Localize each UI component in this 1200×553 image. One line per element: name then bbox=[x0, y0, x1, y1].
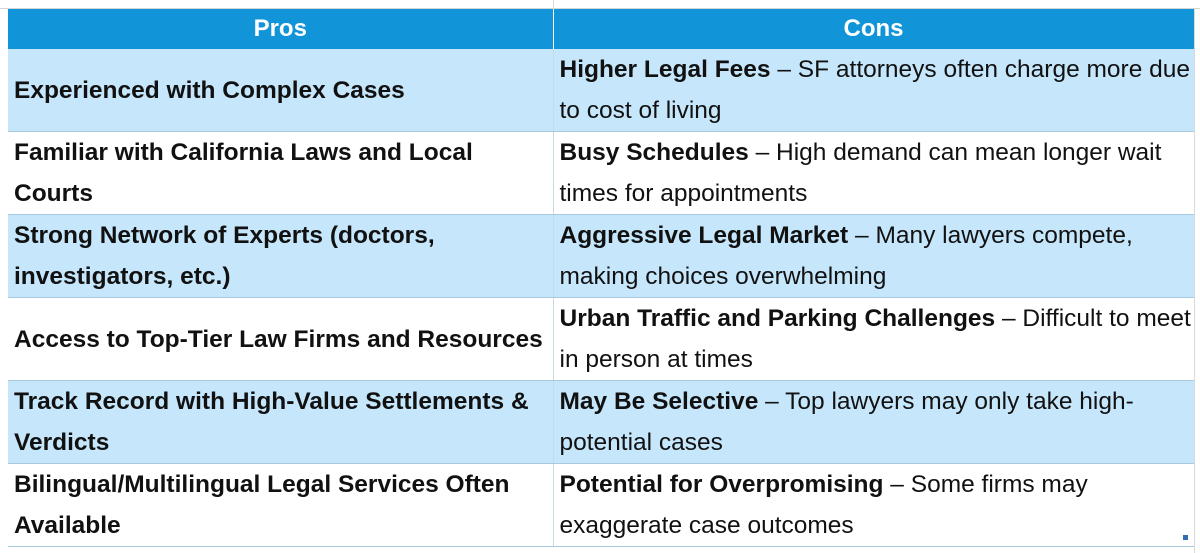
con-title: Higher Legal Fees bbox=[559, 56, 771, 83]
con-description: High demand can mean longer wait times f… bbox=[559, 139, 1162, 207]
pros-header[interactable]: Pros bbox=[8, 9, 554, 49]
header-row: Pros Cons bbox=[8, 9, 1195, 49]
con-separator: – bbox=[848, 222, 876, 249]
pro-cell[interactable]: Strong Network of Experts (doctors, inve… bbox=[8, 214, 554, 298]
con-title: Busy Schedules bbox=[559, 139, 749, 166]
con-separator: – bbox=[758, 388, 786, 415]
con-cell[interactable]: Potential for Overpromising – Some firms… bbox=[553, 463, 1195, 547]
con-description: Some firms may exaggerate case outcomes bbox=[559, 471, 1088, 539]
table-resize-handle[interactable] bbox=[1183, 535, 1188, 540]
pro-cell[interactable]: Familiar with California Laws and Local … bbox=[8, 131, 554, 215]
con-separator: – bbox=[748, 139, 777, 166]
pro-cell[interactable]: Access to Top-Tier Law Firms and Resourc… bbox=[8, 297, 554, 381]
gridline-separator bbox=[553, 0, 554, 8]
table-row: Experienced with Complex Cases Higher Le… bbox=[8, 49, 1195, 132]
table-row: Access to Top-Tier Law Firms and Resourc… bbox=[8, 297, 1195, 381]
con-title: Urban Traffic and Parking Challenges bbox=[559, 305, 996, 332]
column-gridline-row bbox=[0, 0, 1200, 9]
con-title: May Be Selective bbox=[559, 388, 759, 415]
con-cell[interactable]: Higher Legal Fees – SF attorneys often c… bbox=[553, 49, 1195, 132]
cons-header[interactable]: Cons bbox=[553, 9, 1195, 49]
pro-cell[interactable]: Experienced with Complex Cases bbox=[8, 49, 554, 132]
con-description: Top lawyers may only take high-potential… bbox=[559, 388, 1134, 456]
con-separator: – bbox=[770, 56, 798, 83]
con-cell[interactable]: Busy Schedules – High demand can mean lo… bbox=[553, 131, 1195, 215]
con-cell[interactable]: Aggressive Legal Market – Many lawyers c… bbox=[553, 214, 1195, 298]
pro-cell[interactable]: Track Record with High-Value Settlements… bbox=[8, 380, 554, 464]
pro-cell[interactable]: Bilingual/Multilingual Legal Services Of… bbox=[8, 463, 554, 547]
sheet-right-gridline bbox=[1194, 9, 1200, 553]
con-cell[interactable]: Urban Traffic and Parking Challenges – D… bbox=[553, 297, 1195, 381]
con-cell[interactable]: May Be Selective – Top lawyers may only … bbox=[553, 380, 1195, 464]
pros-cons-table: Pros Cons Experienced with Complex Cases… bbox=[8, 9, 1195, 547]
con-description: Difficult to meet in person at times bbox=[559, 305, 1191, 373]
con-separator: – bbox=[995, 305, 1023, 332]
table-row: Track Record with High-Value Settlements… bbox=[8, 380, 1195, 464]
table-row: Familiar with California Laws and Local … bbox=[8, 131, 1195, 215]
table-row: Bilingual/Multilingual Legal Services Of… bbox=[8, 463, 1195, 547]
con-title: Potential for Overpromising bbox=[559, 471, 884, 498]
table-row: Strong Network of Experts (doctors, inve… bbox=[8, 214, 1195, 298]
con-separator: – bbox=[883, 471, 911, 498]
con-description: SF attorneys often charge more due to co… bbox=[559, 56, 1191, 124]
con-title: Aggressive Legal Market bbox=[559, 222, 849, 249]
con-description: Many lawyers compete, making choices ove… bbox=[559, 222, 1133, 290]
